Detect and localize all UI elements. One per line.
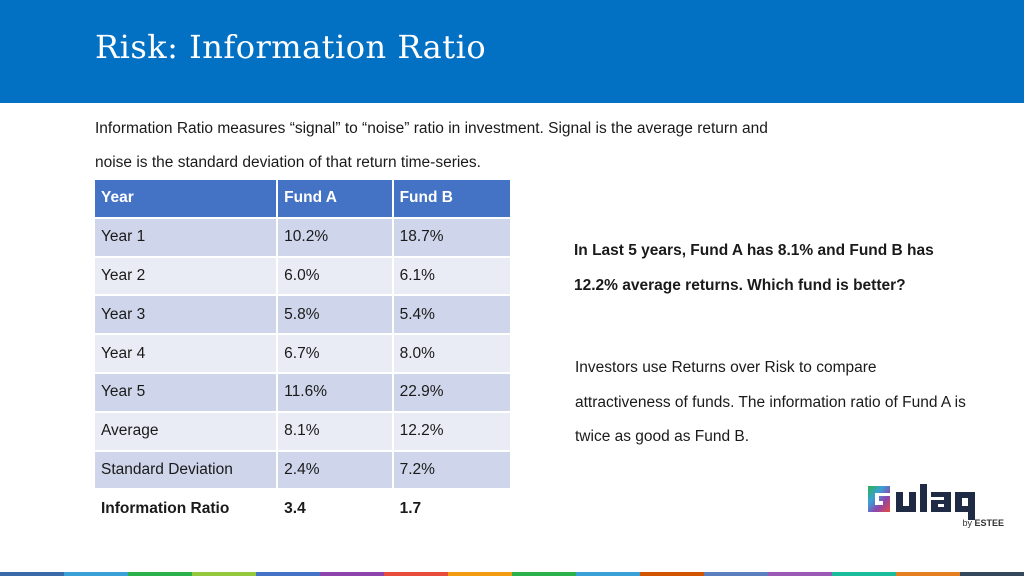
table-row: Year 4 6.7% 8.0% (95, 335, 510, 372)
logo-by: by (962, 518, 972, 528)
fund-a-value: 8.1% (278, 412, 392, 450)
footer-segment (64, 572, 128, 576)
footer-segment (832, 572, 896, 576)
footer-segment (640, 572, 704, 576)
footer-segment (768, 572, 832, 576)
fund-a-value: 2.4% (278, 451, 392, 489)
header-fund-a: Fund A (278, 180, 392, 217)
row-label: Year 1 (95, 218, 277, 256)
fund-b-value: 18.7% (393, 218, 510, 256)
fund-b-value: 8.0% (393, 335, 510, 372)
table-row: Standard Deviation 2.4% 7.2% (95, 451, 510, 489)
footer-segment (576, 572, 640, 576)
table-row: Year 2 6.0% 6.1% (95, 257, 510, 295)
table-row: Year 3 5.8% 5.4% (95, 296, 510, 334)
footer-segment (0, 572, 64, 576)
table-row: Year 5 11.6% 22.9% (95, 373, 510, 411)
fund-a-value: 11.6% (278, 373, 392, 411)
fund-a-value: 6.0% (278, 257, 392, 295)
fund-a-value: 5.8% (278, 296, 392, 334)
gulaq-logo: by ESTEE (864, 478, 1004, 528)
fund-a-value: 6.7% (278, 335, 392, 372)
fund-a-value: 10.2% (278, 218, 392, 256)
footer-segment (192, 572, 256, 576)
returns-table: Year Fund A Fund B Year 1 10.2% 18.7% Ye… (93, 178, 512, 529)
answer-text: Investors use Returns over Risk to compa… (575, 359, 966, 445)
footer-segment (128, 572, 192, 576)
fund-b-value: 7.2% (393, 451, 510, 489)
footer-segment (448, 572, 512, 576)
question-text: In Last 5 years, Fund A has 8.1% and Fun… (574, 242, 934, 294)
row-label: Year 3 (95, 296, 277, 334)
table-row: Average 8.1% 12.2% (95, 412, 510, 450)
footer-segment (960, 572, 1024, 576)
footer-segment (704, 572, 768, 576)
footer-color-bar (0, 572, 1024, 576)
row-label: Average (95, 412, 277, 450)
fund-a-value: 3.4 (278, 490, 392, 528)
footer-segment (256, 572, 320, 576)
header-fund-b: Fund B (393, 180, 510, 217)
table-header-row: Year Fund A Fund B (95, 180, 510, 217)
intro-paragraph: Information Ratio measures “signal” to “… (95, 120, 768, 171)
gulaq-logo-icon (868, 484, 975, 520)
header-bar: Risk: Information Ratio (0, 0, 1024, 103)
row-label: Standard Deviation (95, 451, 277, 489)
footer-segment (384, 572, 448, 576)
row-label: Information Ratio (95, 490, 277, 528)
row-label: Year 5 (95, 373, 277, 411)
fund-b-value: 22.9% (393, 373, 510, 411)
footer-segment (512, 572, 576, 576)
fund-b-value: 5.4% (393, 296, 510, 334)
logo-byline: by ESTEE (962, 518, 1004, 528)
table-row-information-ratio: Information Ratio 3.4 1.7 (95, 490, 510, 528)
footer-segment (896, 572, 960, 576)
row-label: Year 2 (95, 257, 277, 295)
header-year: Year (95, 180, 277, 217)
fund-b-value: 1.7 (393, 490, 510, 528)
footer-segment (320, 572, 384, 576)
table-row: Year 1 10.2% 18.7% (95, 218, 510, 256)
fund-b-value: 12.2% (393, 412, 510, 450)
row-label: Year 4 (95, 335, 277, 372)
logo-brand: ESTEE (974, 518, 1004, 528)
page-title: Risk: Information Ratio (95, 28, 487, 66)
fund-b-value: 6.1% (393, 257, 510, 295)
